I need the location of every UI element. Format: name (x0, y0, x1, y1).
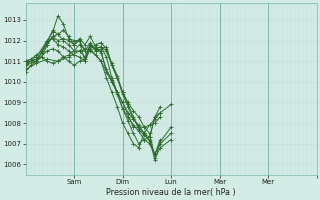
X-axis label: Pression niveau de la mer( hPa ): Pression niveau de la mer( hPa ) (106, 188, 236, 197)
